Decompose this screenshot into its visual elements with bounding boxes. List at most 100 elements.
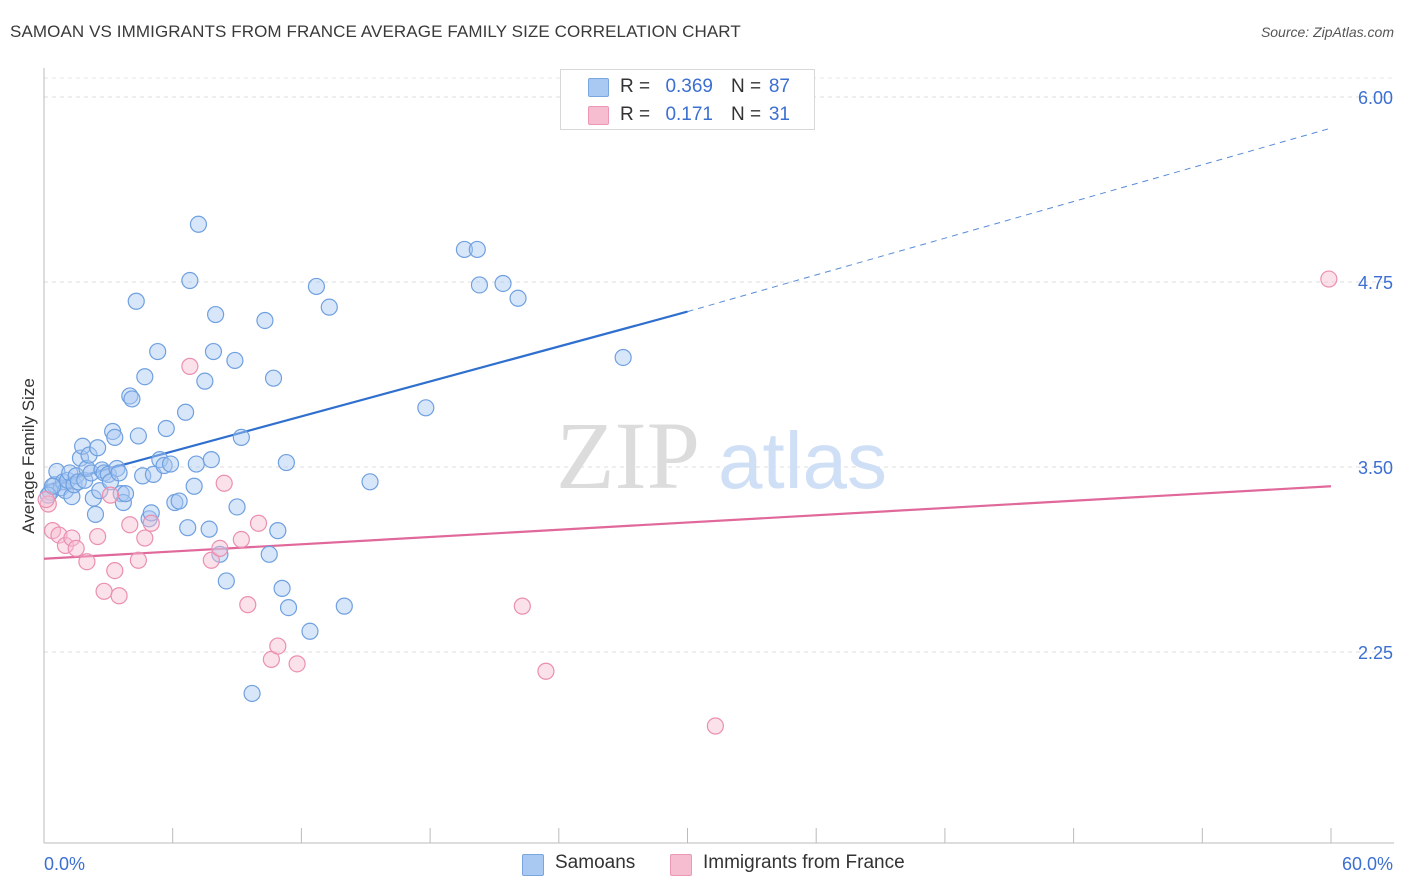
point-samoans bbox=[82, 464, 100, 482]
point-samoans bbox=[509, 289, 527, 307]
point-samoans bbox=[307, 277, 326, 296]
point-samoans bbox=[455, 240, 474, 259]
x-tick-label: 60.0% bbox=[1342, 854, 1393, 874]
point-france bbox=[78, 553, 96, 571]
n-value: 87 bbox=[768, 76, 790, 97]
trend-line-france bbox=[43, 485, 1332, 560]
point-france bbox=[50, 526, 68, 544]
r-value: 0.369 bbox=[665, 76, 713, 97]
point-france bbox=[63, 529, 81, 547]
point-france bbox=[249, 514, 268, 532]
point-france bbox=[269, 637, 287, 655]
point-france bbox=[95, 582, 113, 600]
point-samoans bbox=[260, 545, 278, 563]
point-samoans bbox=[277, 453, 295, 472]
point-france bbox=[106, 561, 124, 580]
point-france bbox=[215, 474, 233, 492]
point-samoans bbox=[56, 482, 75, 500]
point-france bbox=[513, 597, 531, 615]
point-samoans bbox=[86, 505, 105, 523]
watermark-zip: ZIP bbox=[556, 402, 700, 509]
watermark: ZIP atlas bbox=[556, 402, 887, 509]
point-samoans bbox=[134, 467, 152, 485]
point-samoans bbox=[335, 597, 353, 615]
trend-lines bbox=[43, 127, 1332, 560]
trend-line-samoans-projection bbox=[687, 127, 1332, 313]
y-tick-label: 2.25 bbox=[1358, 643, 1393, 663]
point-france bbox=[136, 529, 154, 547]
point-france bbox=[101, 486, 120, 504]
y-tick-label: 4.75 bbox=[1358, 273, 1393, 293]
point-samoans bbox=[269, 522, 287, 540]
point-samoans bbox=[264, 369, 283, 387]
point-samoans bbox=[187, 455, 205, 473]
point-samoans bbox=[108, 459, 126, 478]
point-france bbox=[129, 551, 147, 569]
point-samoans bbox=[217, 572, 235, 590]
point-samoans bbox=[202, 451, 220, 469]
legend-swatch-samoans bbox=[588, 78, 609, 97]
point-samoans bbox=[301, 622, 319, 640]
point-france bbox=[181, 357, 199, 375]
point-samoans bbox=[181, 271, 199, 290]
point-samoans bbox=[179, 519, 197, 537]
point-samoans bbox=[243, 684, 261, 703]
x-tick-label: 0.0% bbox=[44, 854, 85, 874]
r-value: 0.171 bbox=[665, 104, 713, 125]
legend-row-france: R = 0.171 N = 31 bbox=[561, 101, 814, 129]
y-tick-label: 6.00 bbox=[1358, 88, 1393, 108]
point-samoans bbox=[185, 477, 203, 495]
point-samoans bbox=[468, 240, 486, 259]
point-samoans bbox=[417, 399, 435, 417]
watermark-atlas: atlas bbox=[718, 416, 887, 505]
point-samoans bbox=[273, 579, 291, 597]
point-france bbox=[1320, 270, 1338, 288]
y-axis-label: Average Family Size bbox=[19, 378, 38, 534]
point-samoans bbox=[123, 390, 141, 408]
point-samoans bbox=[69, 473, 87, 491]
point-france bbox=[121, 516, 139, 534]
chart-title: SAMOAN VS IMMIGRANTS FROM FRANCE AVERAGE… bbox=[10, 22, 741, 41]
point-france bbox=[537, 662, 555, 680]
point-samoans bbox=[211, 545, 229, 563]
tick-labels: 2.25 3.50 4.75 6.00 0.0% 60.0% bbox=[44, 88, 1393, 874]
point-france bbox=[37, 490, 55, 509]
point-samoans bbox=[127, 292, 145, 310]
point-samoans bbox=[470, 276, 489, 294]
point-samoans bbox=[161, 455, 180, 473]
point-france bbox=[67, 539, 85, 558]
point-samoans bbox=[320, 298, 338, 316]
point-france bbox=[232, 530, 250, 549]
point-samoans bbox=[39, 486, 57, 504]
n-label: N = bbox=[731, 104, 762, 125]
point-samoans bbox=[232, 428, 250, 446]
legend-swatch-france bbox=[670, 854, 692, 876]
point-samoans bbox=[228, 498, 246, 516]
point-samoans bbox=[226, 351, 244, 370]
point-samoans bbox=[207, 305, 225, 324]
point-samoans bbox=[189, 215, 208, 233]
n-label: N = bbox=[731, 76, 762, 97]
point-samoans bbox=[361, 473, 379, 491]
point-samoans bbox=[279, 598, 298, 617]
trend-line-samoans bbox=[43, 310, 688, 488]
point-samoans bbox=[89, 439, 107, 457]
point-samoans bbox=[204, 342, 223, 361]
point-france bbox=[110, 587, 128, 605]
point-france bbox=[706, 717, 724, 735]
legend-swatch-samoans bbox=[522, 854, 544, 876]
point-samoans bbox=[614, 348, 632, 367]
legend-label-france: Immigrants from France bbox=[703, 852, 905, 873]
point-france bbox=[89, 527, 107, 546]
point-samoans bbox=[110, 464, 128, 482]
point-samoans bbox=[129, 427, 147, 445]
point-samoans bbox=[196, 372, 214, 390]
grid-lines bbox=[44, 77, 1394, 653]
legend-row-samoans: R = 0.369 N = 87 bbox=[561, 73, 814, 101]
point-samoans bbox=[256, 311, 274, 330]
point-samoans bbox=[116, 485, 135, 503]
point-samoans bbox=[149, 342, 167, 361]
legend-stats: R = 0.369 N = 87 R = 0.171 N = 31 bbox=[560, 69, 815, 130]
point-samoans bbox=[121, 387, 139, 405]
